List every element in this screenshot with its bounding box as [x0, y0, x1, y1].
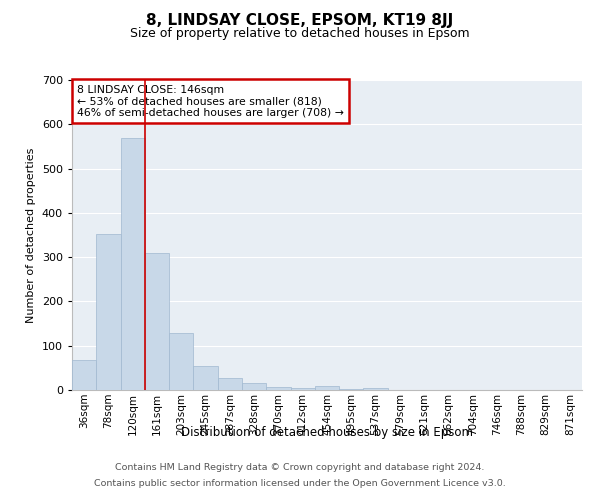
Bar [315, 386, 339, 390]
Bar [242, 384, 266, 390]
Bar [193, 366, 218, 390]
Text: Contains public sector information licensed under the Open Government Licence v3: Contains public sector information licen… [94, 478, 506, 488]
Text: 8, LINDSAY CLOSE, EPSOM, KT19 8JJ: 8, LINDSAY CLOSE, EPSOM, KT19 8JJ [146, 12, 454, 28]
Bar [169, 334, 193, 390]
Text: Contains HM Land Registry data © Crown copyright and database right 2024.: Contains HM Land Registry data © Crown c… [115, 464, 485, 472]
Bar [266, 388, 290, 390]
Bar [145, 252, 169, 390]
Text: Distribution of detached houses by size in Epsom: Distribution of detached houses by size … [181, 426, 473, 439]
Bar [72, 360, 96, 390]
Bar [218, 378, 242, 390]
Text: 8 LINDSAY CLOSE: 146sqm
← 53% of detached houses are smaller (818)
46% of semi-d: 8 LINDSAY CLOSE: 146sqm ← 53% of detache… [77, 84, 344, 118]
Bar [96, 234, 121, 390]
Y-axis label: Number of detached properties: Number of detached properties [26, 148, 36, 322]
Bar [339, 388, 364, 390]
Text: Size of property relative to detached houses in Epsom: Size of property relative to detached ho… [130, 28, 470, 40]
Bar [290, 388, 315, 390]
Bar [121, 138, 145, 390]
Bar [364, 388, 388, 390]
